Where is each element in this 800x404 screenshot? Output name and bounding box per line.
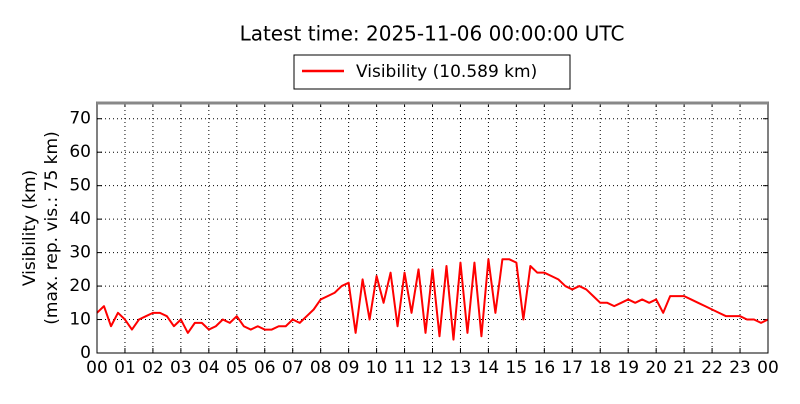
x-tick-label: 15 (506, 358, 528, 378)
x-tick-label: 04 (198, 358, 220, 378)
x-tick-label: 18 (589, 358, 611, 378)
x-tick-label: 01 (114, 358, 136, 378)
y-tick-label: 70 (69, 109, 91, 129)
x-tick-label: 03 (170, 358, 192, 378)
y-tick-label: 50 (69, 176, 91, 196)
x-tick-label: 02 (142, 358, 164, 378)
legend-label: Visibility (10.589 km) (356, 62, 537, 82)
y-axis-label: (max. rep. vis.: 75 km) (42, 131, 62, 324)
x-tick-label: 21 (673, 358, 695, 378)
data-line (96, 258, 769, 341)
x-tick-label: 22 (701, 358, 723, 378)
x-tick-label: 12 (422, 358, 444, 378)
x-tick-label: 09 (338, 358, 360, 378)
x-tick-label: 14 (478, 358, 500, 378)
chart-title: Latest time: 2025-11-06 00:00:00 UTC (240, 22, 625, 46)
y-tick-label: 0 (80, 343, 91, 363)
x-tick-label: 17 (561, 358, 583, 378)
x-tick-label: 16 (534, 358, 556, 378)
x-tick-label: 07 (282, 358, 304, 378)
x-tick-label: 00 (86, 358, 108, 378)
y-tick-label: 20 (69, 276, 91, 296)
y-tick-label: 60 (69, 142, 91, 162)
x-tick-label: 20 (645, 358, 667, 378)
plot-frame (96, 101, 769, 354)
y-tick-label: 40 (69, 209, 91, 229)
y-tick-label: 30 (69, 243, 91, 263)
x-tick-label: 06 (254, 358, 276, 378)
x-tick-label: 23 (729, 358, 751, 378)
x-tick-label: 05 (226, 358, 248, 378)
y-axis-label: Visibility (km) (20, 170, 40, 286)
x-tick-label: 13 (450, 358, 472, 378)
x-tick-label: 08 (310, 358, 332, 378)
x-tick-label: 19 (617, 358, 639, 378)
y-tick-label: 10 (69, 310, 91, 330)
x-tick-label: 11 (394, 358, 416, 378)
x-tick-label: 10 (366, 358, 388, 378)
x-tick-label: 00 (757, 358, 779, 378)
